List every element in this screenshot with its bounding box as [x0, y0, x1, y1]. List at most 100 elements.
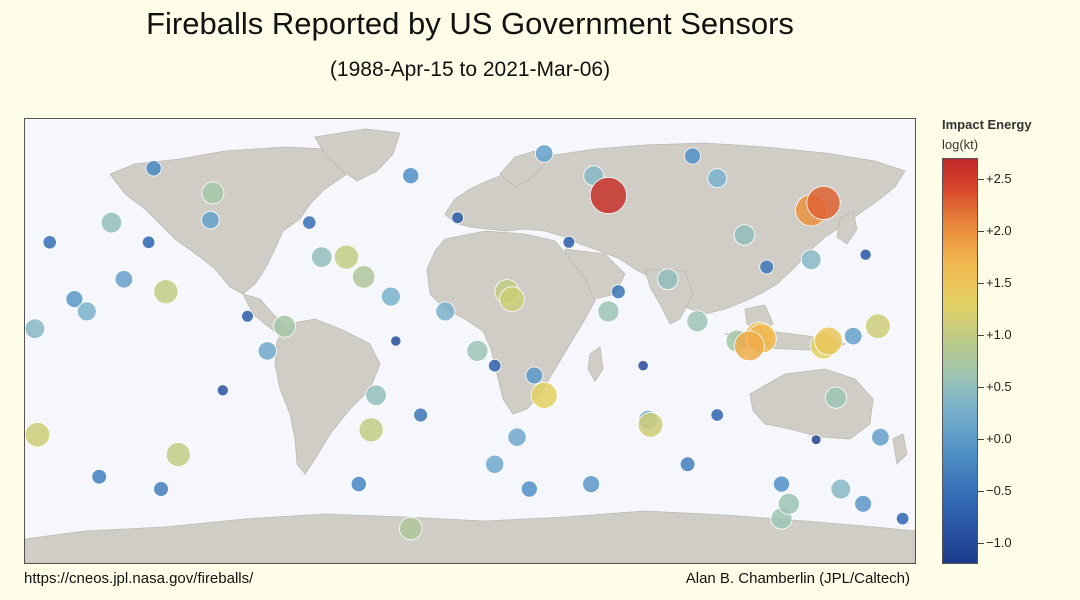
fireball-point[interactable] — [25, 421, 51, 448]
fireball-point[interactable] — [810, 434, 822, 446]
colorbar-tick — [978, 387, 984, 388]
fireball-point[interactable] — [145, 160, 162, 177]
landmass-madagascar — [587, 346, 604, 382]
fireball-point[interactable] — [451, 211, 464, 224]
colorbar-tick-label: +1.5 — [986, 274, 1012, 290]
fireball-point[interactable] — [333, 244, 359, 270]
colorbar-tick-label: +0.0 — [986, 431, 1012, 447]
author-credit: Alan B. Chamberlin (JPL/Caltech) — [685, 570, 910, 587]
colorbar-tick-label: −0.5 — [986, 483, 1012, 499]
fireball-point[interactable] — [390, 335, 402, 347]
fireball-point[interactable] — [520, 480, 538, 498]
fireball-point[interactable] — [399, 516, 423, 541]
fireball-point[interactable] — [854, 494, 872, 513]
fireball-point[interactable] — [859, 248, 872, 261]
fireball-point[interactable] — [824, 386, 847, 409]
fireball-point[interactable] — [507, 427, 527, 447]
fireball-point[interactable] — [153, 279, 179, 305]
fireball-point[interactable] — [302, 215, 317, 230]
fireball-point[interactable] — [733, 224, 756, 246]
source-url[interactable]: https://cneos.jpl.nasa.gov/fireballs/ — [24, 570, 254, 587]
fireball-point[interactable] — [413, 407, 429, 423]
fireball-point[interactable] — [153, 481, 169, 497]
fireball-point[interactable] — [358, 417, 384, 443]
colorbar — [942, 158, 978, 564]
fireball-point[interactable] — [488, 358, 502, 373]
fireball-point[interactable] — [100, 211, 123, 234]
world-map-plot[interactable] — [24, 118, 916, 564]
fireball-point[interactable] — [800, 249, 822, 270]
fireball-point[interactable] — [216, 384, 229, 397]
fireball-point[interactable] — [201, 181, 225, 205]
fireball-point[interactable] — [499, 286, 525, 312]
fireball-point[interactable] — [582, 475, 600, 494]
fireball-point[interactable] — [637, 412, 664, 438]
fireball-point[interactable] — [76, 301, 97, 322]
fireball-point[interactable] — [686, 310, 709, 333]
fireball-point[interactable] — [773, 475, 791, 493]
colorbar-tick — [978, 543, 984, 545]
fireball-point[interactable] — [535, 144, 554, 163]
colorbar-tick — [978, 491, 984, 493]
fireball-point[interactable] — [65, 290, 84, 309]
fireball-point[interactable] — [485, 454, 505, 474]
fireball-point[interactable] — [380, 286, 401, 307]
fireball-point[interactable] — [707, 168, 728, 189]
landmass-south-america — [274, 318, 381, 475]
fireball-point[interactable] — [814, 326, 843, 356]
fireball-point[interactable] — [241, 310, 254, 323]
fireball-point[interactable] — [273, 314, 297, 338]
fireball-point[interactable] — [311, 246, 333, 268]
fireball-point[interactable] — [42, 235, 57, 250]
fireball-point[interactable] — [610, 284, 626, 300]
fireball-point[interactable] — [806, 185, 841, 220]
landmass-australia — [749, 368, 874, 440]
fireball-point[interactable] — [759, 259, 775, 275]
landmass-north-america — [109, 146, 356, 295]
colorbar-subtitle: log(kt) — [942, 137, 979, 152]
colorbar-tick — [978, 282, 984, 284]
fireball-point[interactable] — [777, 492, 800, 515]
fireball-point[interactable] — [830, 478, 852, 500]
fireball-point[interactable] — [91, 468, 107, 485]
fireball-point[interactable] — [525, 366, 544, 385]
fireball-point[interactable] — [679, 456, 696, 473]
fireball-point[interactable] — [871, 428, 890, 447]
colorbar-tick-label: +2.0 — [986, 222, 1012, 238]
fireball-point[interactable] — [466, 339, 489, 362]
colorbar-title: Impact Energy — [942, 117, 1032, 132]
fireball-point[interactable] — [257, 341, 277, 361]
colorbar-tick — [978, 335, 984, 336]
fireball-point[interactable] — [114, 270, 134, 289]
fireball-point[interactable] — [684, 147, 702, 165]
fireball-point[interactable] — [352, 265, 376, 289]
colorbar-tick-label: +1.0 — [986, 327, 1012, 342]
landmass-new-zealand — [892, 433, 908, 465]
chart-subtitle: (1988-Apr-15 to 2021-Mar-06) — [329, 58, 611, 81]
fireball-point[interactable] — [734, 330, 765, 362]
fireball-point[interactable] — [562, 236, 576, 249]
fireball-point[interactable] — [844, 326, 863, 346]
fireball-point[interactable] — [657, 268, 679, 291]
fireball-point[interactable] — [637, 360, 649, 372]
fireball-point[interactable] — [597, 300, 620, 323]
fireball-point[interactable] — [710, 408, 724, 422]
fireball-point[interactable] — [435, 301, 456, 322]
fireball-point[interactable] — [25, 318, 46, 339]
colorbar-tick — [978, 230, 984, 232]
fireball-point[interactable] — [589, 176, 628, 215]
fireball-point[interactable] — [895, 511, 910, 526]
landmass-antarctica — [25, 510, 915, 563]
fireball-point[interactable] — [350, 475, 367, 493]
fireball-point[interactable] — [865, 313, 891, 340]
fireball-point[interactable] — [165, 441, 191, 467]
fireball-points-layer — [25, 144, 910, 541]
landmass-eurasia — [444, 142, 906, 315]
fireball-point[interactable] — [365, 384, 387, 407]
colorbar-tick — [978, 439, 984, 441]
fireball-point[interactable] — [141, 235, 156, 250]
fireball-point[interactable] — [530, 381, 558, 409]
fireball-point[interactable] — [201, 210, 220, 230]
fireball-point[interactable] — [402, 167, 420, 185]
map-svg — [25, 128, 915, 563]
